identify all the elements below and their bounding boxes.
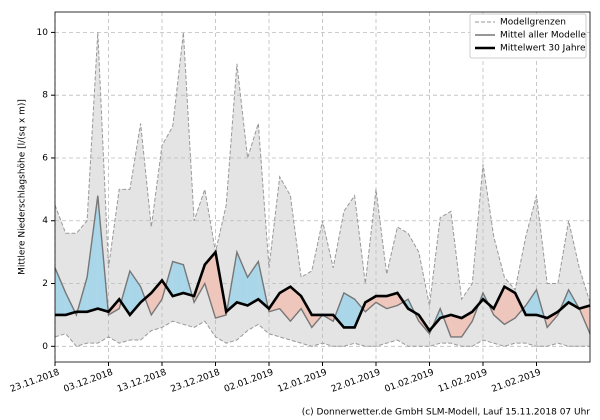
above-fill [525,289,537,315]
legend: Modellgrenzen Mittel aller Modelle Mittelw… [469,13,587,59]
below-fill [493,286,505,325]
above-fill [87,195,98,312]
x-tick-label: 13.12.2018 [116,368,168,395]
below-fill [301,296,312,328]
y-tick-label: 6 [42,153,48,163]
y-tick-label: 4 [42,216,48,226]
x-tick-label: 22.01.2019 [330,368,382,395]
x-tick-label: 23.12.2018 [170,368,222,395]
climate-line [55,249,591,333]
footer: (c) Donnerwetter.de GmbH SLM-Modell, Lau… [302,408,591,418]
y-axis-label: Mittlere Niederschlagshöhe [l/(sq x m)] [18,99,28,275]
x-tick-label: 02.01.2019 [223,368,275,395]
y-tick-label: 10 [37,28,49,38]
x-tick-label: 11.02.2019 [437,368,489,395]
above-fill [343,292,355,328]
y-tick-label: 8 [42,91,48,101]
below-fill [450,314,462,337]
y-tick-label: 0 [42,342,48,352]
below-fill [376,296,387,309]
x-tick-label: 03.12.2018 [63,368,115,395]
below-fill [279,286,291,322]
above-fill [247,261,259,306]
x-tick-label: 12.01.2019 [277,368,329,395]
below-fill [365,296,376,312]
y-tick-label: 2 [42,279,48,289]
legend-label: Modellgrenzen [500,18,566,28]
above-fill [55,267,66,315]
legend-label: Mittel aller Modelle [500,31,586,41]
below-fill [504,286,516,325]
below-fill [151,280,162,315]
below-fill [204,252,216,319]
model-range [55,32,590,347]
model-range-edge [54,32,591,306]
x-tick-label: 21.02.2019 [491,368,543,395]
below-fill [461,311,473,337]
above-fill [236,252,248,306]
legend-label: Mittelwert 30 Jahre [500,44,586,54]
legend-box [469,13,587,59]
below-fill [386,292,398,309]
x-tick-label: 23.11.2018 [9,368,61,395]
x-tick-label: 01.02.2019 [384,368,436,395]
above-fill [172,261,184,297]
model-range-edge [54,320,590,347]
